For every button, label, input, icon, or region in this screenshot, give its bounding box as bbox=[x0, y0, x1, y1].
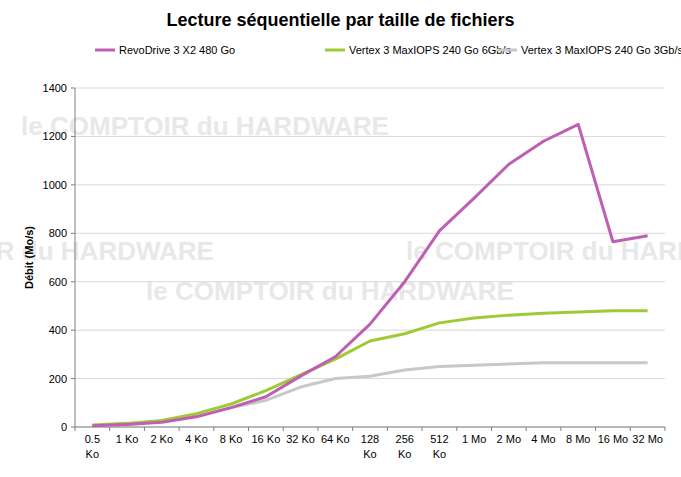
grid-line bbox=[75, 184, 665, 185]
x-tick-boundary bbox=[387, 427, 388, 431]
x-tick-label: 256 Ko bbox=[396, 433, 414, 460]
x-tick-label: 16 Mo bbox=[598, 433, 629, 445]
x-tick-boundary bbox=[526, 427, 527, 431]
y-tick bbox=[71, 378, 75, 379]
x-tick-label: 2 Mo bbox=[497, 433, 521, 445]
y-axis bbox=[75, 88, 76, 427]
x-tick-boundary bbox=[213, 427, 214, 431]
y-tick bbox=[71, 136, 75, 137]
x-tick-boundary bbox=[352, 427, 353, 431]
y-tick-label: 200 bbox=[49, 373, 67, 385]
x-tick-boundary bbox=[248, 427, 249, 431]
x-tick-label: 1 Ko bbox=[116, 433, 139, 445]
x-tick-boundary bbox=[491, 427, 492, 431]
x-tick-boundary bbox=[144, 427, 145, 431]
x-tick-label: 2 Ko bbox=[150, 433, 173, 445]
x-tick-boundary bbox=[630, 427, 631, 431]
legend-label: Vertex 3 MaxIOPS 240 Go 3Gb/s bbox=[521, 44, 681, 56]
grid-line bbox=[75, 427, 665, 428]
legend-swatch bbox=[497, 49, 517, 52]
x-tick-label: 4 Mo bbox=[531, 433, 555, 445]
x-tick-label: 32 Ko bbox=[286, 433, 315, 445]
y-axis-label: Débit (Mo/s) bbox=[23, 226, 35, 289]
x-tick-label-part: Ko bbox=[433, 448, 446, 460]
x-tick-boundary bbox=[109, 427, 110, 431]
chart: le COMPTOIR du HARDWARE le COMPTOIR du HA… bbox=[0, 0, 681, 477]
x-tick-label-part: Ko bbox=[86, 448, 99, 460]
y-tick-label: 600 bbox=[49, 276, 67, 288]
x-tick-boundary bbox=[665, 427, 666, 431]
x-tick-label-part: 256 bbox=[396, 433, 414, 445]
x-tick-label: 512 Ko bbox=[430, 433, 448, 460]
y-tick bbox=[71, 88, 75, 89]
legend-label: RevoDrive 3 X2 480 Go bbox=[119, 44, 235, 56]
x-tick-label: 8 Ko bbox=[220, 433, 243, 445]
x-tick-label: 16 Ko bbox=[252, 433, 281, 445]
y-tick-label: 800 bbox=[49, 227, 67, 239]
x-tick-label: 4 Ko bbox=[185, 433, 208, 445]
x-tick-boundary bbox=[75, 427, 76, 431]
x-tick-boundary bbox=[595, 427, 596, 431]
legend-label: Vertex 3 MaxIOPS 240 Go 6Gb/s bbox=[349, 44, 512, 56]
plot-area bbox=[92, 124, 647, 425]
x-tick-label-part: Ko bbox=[398, 448, 411, 460]
y-tick-label: 400 bbox=[49, 324, 67, 336]
grid-line bbox=[75, 378, 665, 379]
y-tick-label: 0 bbox=[61, 421, 67, 433]
watermark: le COMPTOIR du HARDWARE bbox=[406, 236, 681, 266]
x-tick-label: 0.5 Ko bbox=[85, 433, 100, 460]
grid-line bbox=[75, 233, 665, 234]
x-axis bbox=[75, 427, 665, 428]
watermark: le COMPTOIR du HARDWARE bbox=[146, 276, 514, 306]
x-tick-label: 64 Ko bbox=[321, 433, 350, 445]
x-tick-boundary bbox=[456, 427, 457, 431]
legend-swatch bbox=[95, 49, 115, 52]
x-tick-boundary bbox=[283, 427, 284, 431]
series-line bbox=[92, 311, 647, 425]
x-tick-label: 1 Mo bbox=[462, 433, 486, 445]
y-tick bbox=[71, 281, 75, 282]
grid-line bbox=[75, 136, 665, 137]
x-tick-label-part: Ko bbox=[363, 448, 376, 460]
y-tick-label: 1400 bbox=[43, 82, 67, 94]
legend-swatch bbox=[325, 49, 345, 52]
x-tick-label-part: 0.5 bbox=[85, 433, 100, 445]
x-tick-boundary bbox=[317, 427, 318, 431]
grid-line bbox=[75, 330, 665, 331]
x-tick-boundary bbox=[560, 427, 561, 431]
title: Lecture séquentielle par taille de fichi… bbox=[166, 10, 514, 30]
x-tick-label-part: 512 bbox=[430, 433, 448, 445]
y-tick bbox=[71, 233, 75, 234]
x-tick-label-part: 128 bbox=[361, 433, 379, 445]
x-tick-label: 32 Mo bbox=[632, 433, 663, 445]
series-line bbox=[92, 124, 647, 425]
x-tick-label: 8 Mo bbox=[566, 433, 590, 445]
y-tick-label: 1200 bbox=[43, 130, 67, 142]
grid-line bbox=[75, 88, 665, 89]
x-tick-boundary bbox=[179, 427, 180, 431]
y-tick bbox=[71, 184, 75, 185]
y-tick-label: 1000 bbox=[43, 179, 67, 191]
y-tick bbox=[71, 427, 75, 428]
x-tick-label: 128 Ko bbox=[361, 433, 379, 460]
x-tick-boundary bbox=[422, 427, 423, 431]
y-tick bbox=[71, 330, 75, 331]
grid-line bbox=[75, 281, 665, 282]
